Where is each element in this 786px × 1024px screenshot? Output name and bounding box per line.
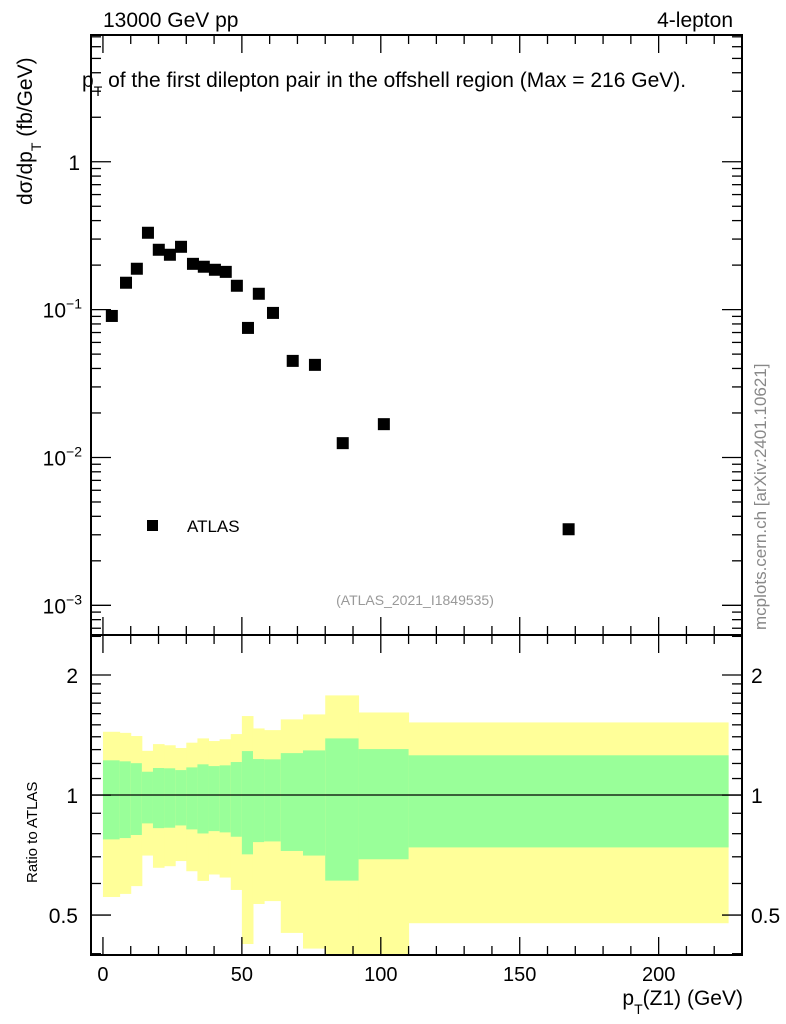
x-tick-label: 150 (503, 964, 536, 986)
data-point (241, 321, 254, 334)
legend-marker (147, 520, 158, 531)
x-axis-label: pT(Z1) (GeV) (622, 987, 743, 1017)
data-point (336, 437, 349, 450)
x-tick-label: 200 (642, 964, 675, 986)
inner-uncertainty-band (208, 766, 221, 832)
main-frame (90, 34, 743, 636)
data-point (163, 248, 176, 261)
analysis-id: (ATLAS_2021_I1849535) (336, 592, 494, 608)
x-tick-label: 100 (364, 964, 397, 986)
data-point (152, 243, 165, 256)
data-point (197, 260, 210, 273)
inner-uncertainty-band (119, 761, 132, 839)
y-tick-label: 1 (68, 152, 80, 175)
ratio-y-tick-label-right: 2 (751, 665, 763, 688)
data-point (230, 279, 243, 292)
inner-uncertainty-band (102, 760, 121, 840)
ratio-y-tick-label-right: 0.5 (751, 905, 780, 928)
inner-uncertainty-band (325, 738, 360, 881)
data-point (252, 287, 265, 300)
data-point (562, 523, 575, 536)
ratio-y-tick-label: 1 (66, 785, 78, 808)
ratio-y-tick-label: 2 (66, 665, 78, 688)
inner-uncertainty-band (241, 751, 254, 855)
data-point (219, 265, 232, 278)
inner-uncertainty-band (219, 765, 232, 833)
inner-uncertainty-band (230, 762, 243, 837)
inner-uncertainty-band (152, 768, 165, 829)
x-tick-label: 50 (231, 964, 253, 986)
inner-uncertainty-band (252, 759, 265, 843)
data-point (377, 418, 390, 431)
watermark: mcplots.cern.ch [arXiv:2401.10621] (751, 364, 770, 630)
data-point (186, 257, 199, 270)
data-point (308, 358, 321, 371)
data-points (105, 226, 575, 536)
data-point (175, 240, 188, 253)
inner-uncertainty-band (408, 755, 729, 848)
ratio-y-axis-label: Ratio to ATLAS (24, 782, 41, 883)
data-point (208, 263, 221, 276)
inner-uncertainty-band (175, 770, 187, 826)
y-axis-label: dσ/dpT (fb/GeV) (14, 57, 44, 205)
header-energy: 13000 GeV pp (103, 9, 238, 32)
header-process: 4-lepton (657, 9, 733, 32)
plot-title: pT of the first dilepton pair in the off… (82, 69, 686, 99)
inner-uncertainty-band (197, 764, 210, 834)
ratio-y-tick-label: 0.5 (49, 905, 78, 928)
data-point (105, 309, 118, 322)
inner-uncertainty-band (186, 767, 198, 830)
data-point (286, 354, 299, 367)
inner-uncertainty-band (358, 749, 410, 860)
x-tick-label: 0 (97, 964, 108, 986)
legend-label: ATLAS (187, 517, 240, 536)
inner-uncertainty-band (141, 771, 154, 824)
data-point (266, 306, 279, 319)
y-tick-label: 10−3 (43, 591, 83, 618)
data-point (130, 262, 143, 275)
data-point (141, 226, 154, 239)
ratio-y-tick-label-right: 1 (751, 785, 763, 808)
inner-uncertainty-band (264, 759, 282, 842)
inner-uncertainty-band (130, 763, 143, 835)
data-point (120, 276, 133, 289)
y-tick-label: 10−1 (43, 296, 83, 323)
ratio-bands (102, 695, 729, 955)
inner-uncertainty-band (164, 768, 176, 828)
inner-uncertainty-band (280, 753, 304, 851)
inner-uncertainty-band (302, 750, 326, 856)
y-tick-label: 10−2 (43, 443, 83, 470)
axis-ticks: 0 50 100 150 200 1 10−1 10−2 10−3 2 2 1 1 0.5 0.5 (43, 35, 780, 986)
